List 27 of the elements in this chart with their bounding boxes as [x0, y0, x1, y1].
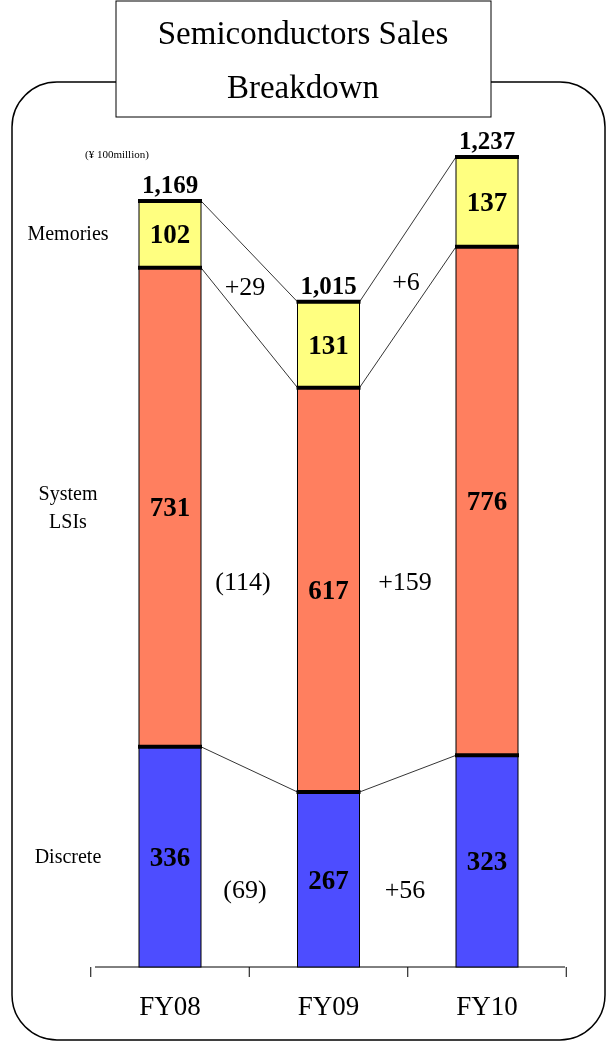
data-label: 617: [308, 574, 349, 605]
data-label: 137: [466, 186, 508, 217]
data-label: 731: [149, 492, 191, 523]
total-label: 1,237: [458, 127, 516, 154]
data-label: 102: [149, 219, 191, 250]
text: System LSIs: [38, 482, 98, 533]
x-tick-label: FY10: [456, 991, 518, 1021]
data-label: 131: [308, 329, 349, 360]
annotation: +159: [378, 567, 432, 596]
data-label: 336: [149, 841, 191, 872]
series-label: Discrete: [34, 844, 102, 867]
x-tick-label: FY08: [139, 991, 201, 1021]
annotation: (114): [215, 567, 271, 596]
annotation: +56: [384, 875, 426, 904]
annotation: (¥ 100million): [85, 148, 150, 161]
annotation: +6: [392, 267, 420, 296]
data-label: 323: [466, 846, 508, 877]
series-label: Memories: [27, 222, 109, 245]
data-label: 776: [466, 486, 508, 517]
total-label: 1,169: [141, 170, 199, 198]
annotation: (69): [223, 875, 267, 904]
bar: [297, 387, 360, 793]
data-label: 267: [308, 864, 349, 895]
annotation: +29: [224, 272, 266, 301]
chart-title: Semiconductors Sales Breakdown: [157, 15, 449, 105]
total-label: 1,015: [300, 271, 357, 299]
x-tick-label: FY09: [297, 991, 360, 1021]
